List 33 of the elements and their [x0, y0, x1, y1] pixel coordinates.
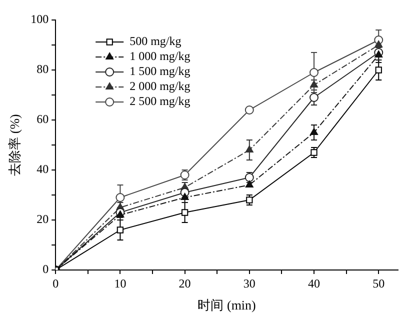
point: [245, 146, 254, 152]
y-axis-title: 去除率 (%): [7, 114, 22, 176]
point: [375, 66, 382, 74]
point: [116, 226, 124, 234]
point: [244, 106, 254, 114]
x-tick-label: 20: [178, 276, 191, 290]
y-tick-label: 40: [36, 162, 49, 176]
point: [374, 50, 383, 58]
point: [116, 193, 125, 202]
point: [245, 180, 254, 188]
x-tick-label: 40: [308, 276, 320, 290]
point: [310, 68, 319, 77]
point: [310, 80, 318, 88]
y-tick-label: 100: [30, 12, 49, 26]
y-tick-label: 80: [36, 62, 49, 76]
point: [310, 128, 318, 135]
point: [310, 93, 319, 102]
x-tick-label: 50: [372, 276, 385, 290]
x-tick-label: 0: [52, 276, 59, 290]
x-tick-label: 10: [114, 276, 126, 290]
legend-label: 1 500 mg/kg: [130, 64, 190, 78]
x-axis-title: 时间 (min): [198, 298, 256, 313]
point: [374, 40, 383, 48]
legend-label: 2 500 mg/kg: [130, 94, 190, 108]
point: [180, 193, 189, 200]
legend-label: 2 000 mg/kg: [130, 79, 190, 94]
legend-label: 1 000 mg/kg: [130, 49, 190, 64]
point: [181, 209, 188, 216]
y-tick-label: 60: [36, 112, 49, 126]
y-tick-label: 0: [42, 262, 49, 276]
legend-label: 500 mg/kg: [130, 34, 182, 48]
y-tick-label: 20: [36, 212, 49, 226]
x-tick-label: 30: [243, 276, 256, 290]
